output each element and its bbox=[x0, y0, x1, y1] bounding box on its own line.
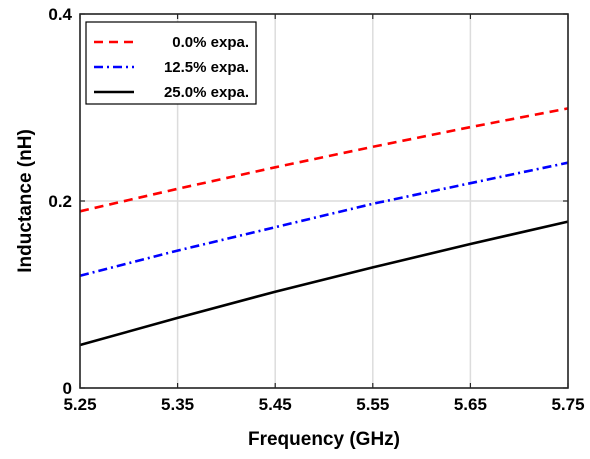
x-tick-label: 5.65 bbox=[454, 395, 487, 414]
y-axis-label: Inductance (nH) bbox=[15, 129, 36, 273]
series-layer bbox=[79, 107, 569, 347]
legend-label: 12.5% expa. bbox=[164, 59, 249, 76]
legend-label: 0.0% expa. bbox=[172, 34, 249, 51]
x-tick-label: 5.45 bbox=[259, 395, 292, 414]
x-tick-label: 5.25 bbox=[63, 395, 96, 414]
y-tick-label: 0 bbox=[63, 379, 72, 398]
legend: 0.0% expa. 12.5% expa. 25.0% expa. bbox=[85, 21, 257, 105]
y-tick-label: 0.4 bbox=[48, 5, 72, 24]
tick-labels: 5.25 5.35 5.45 5.55 5.65 5.75 0 0.2 0.4 bbox=[48, 5, 584, 414]
x-axis-label: Frequency (GHz) bbox=[248, 429, 400, 450]
axis-ticks bbox=[79, 13, 569, 389]
x-tick-label: 5.75 bbox=[551, 395, 584, 414]
y-tick-label: 0.2 bbox=[48, 192, 72, 211]
x-tick-label: 5.35 bbox=[161, 395, 194, 414]
x-tick-label: 5.55 bbox=[356, 395, 389, 414]
series-line-1 bbox=[79, 107, 569, 213]
series-line-3 bbox=[79, 220, 569, 347]
legend-label: 25.0% expa. bbox=[164, 84, 249, 101]
series-line-2 bbox=[79, 161, 569, 278]
legend-box bbox=[85, 21, 257, 105]
